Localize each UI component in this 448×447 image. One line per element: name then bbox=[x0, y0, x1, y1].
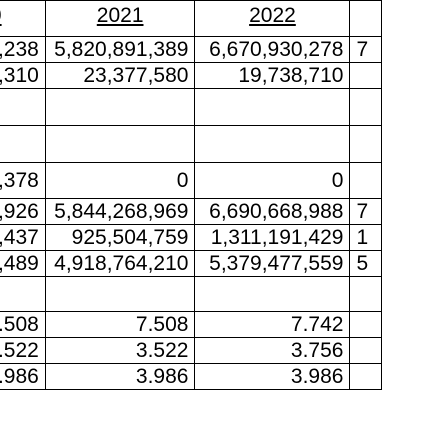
table-cell[interactable]: 5,820,891,389 bbox=[44, 36, 196, 63]
table-cell[interactable] bbox=[349, 276, 382, 312]
table-row bbox=[0, 88, 382, 126]
table-cell[interactable]: 1,311,191,429 bbox=[194, 224, 351, 251]
table-cell[interactable] bbox=[349, 337, 382, 364]
table-cell[interactable]: 5 bbox=[349, 250, 382, 277]
table-cell[interactable]: 4,918,764,210 bbox=[44, 250, 196, 277]
table-cell[interactable] bbox=[0, 125, 46, 163]
table-cell[interactable] bbox=[194, 125, 351, 163]
table-cell[interactable]: 1 bbox=[349, 224, 382, 251]
table-cell[interactable]: 16,378 bbox=[0, 162, 46, 199]
table-cell[interactable]: 74,310 bbox=[0, 62, 46, 89]
table-row: 21,238 5,820,891,389 6,670,930,278 7 bbox=[0, 36, 382, 63]
table-row: 54,489 4,918,764,210 5,379,477,559 5 bbox=[0, 250, 382, 277]
table-cell[interactable]: 0 bbox=[44, 162, 196, 199]
table-cell[interactable]: 7.742 bbox=[194, 311, 351, 338]
table-cell[interactable]: 19,738,710 bbox=[194, 62, 351, 89]
table-cell[interactable] bbox=[44, 276, 196, 312]
table-cell[interactable]: 3.756 bbox=[194, 337, 351, 364]
table-cell[interactable] bbox=[349, 162, 382, 199]
table-cell[interactable]: 5,844,268,969 bbox=[44, 198, 196, 225]
header-cell-next[interactable] bbox=[349, 0, 382, 37]
table-cell[interactable] bbox=[0, 88, 46, 126]
table-cell[interactable]: 3.986 bbox=[44, 363, 196, 390]
table-cell[interactable]: 11,926 bbox=[0, 198, 46, 225]
table-cell[interactable] bbox=[194, 276, 351, 312]
table-row: 11,926 5,844,268,969 6,690,668,988 7 bbox=[0, 198, 382, 225]
table-cell[interactable]: 7.508 bbox=[44, 311, 196, 338]
table-cell[interactable]: 925,504,759 bbox=[44, 224, 196, 251]
table-cell[interactable] bbox=[349, 125, 382, 163]
table-row bbox=[0, 276, 382, 312]
table-row: 74,310 23,377,580 19,738,710 bbox=[0, 62, 382, 89]
header-row: 20 2021 2022 bbox=[0, 0, 382, 37]
table-cell[interactable]: 57,437 bbox=[0, 224, 46, 251]
table-cell[interactable]: 21,238 bbox=[0, 36, 46, 63]
table-cell[interactable]: 3.986 bbox=[0, 363, 46, 390]
table-cell[interactable] bbox=[0, 276, 46, 312]
table-cell[interactable] bbox=[349, 88, 382, 126]
table-cell[interactable]: 54,489 bbox=[0, 250, 46, 277]
table-cell[interactable]: 7 bbox=[349, 36, 382, 63]
table-row: 16,378 0 0 bbox=[0, 162, 382, 199]
table-cell[interactable] bbox=[349, 311, 382, 338]
table-cell[interactable]: 7 bbox=[349, 198, 382, 225]
table-cell[interactable]: 3.986 bbox=[194, 363, 351, 390]
table-cell[interactable]: 6,690,668,988 bbox=[194, 198, 351, 225]
table-row: 7.508 7.508 7.742 bbox=[0, 311, 382, 338]
table-cell[interactable] bbox=[349, 363, 382, 390]
header-cell-2022[interactable]: 2022 bbox=[194, 0, 351, 37]
table-cell[interactable] bbox=[44, 88, 196, 126]
data-table: 20 2021 2022 21,238 5,820,891,389 6,670,… bbox=[0, 0, 382, 390]
header-cell-2020[interactable]: 20 bbox=[0, 0, 46, 37]
table-cell[interactable]: 23,377,580 bbox=[44, 62, 196, 89]
table-cell[interactable]: 5,379,477,559 bbox=[194, 250, 351, 277]
table-cell[interactable]: 3.522 bbox=[0, 337, 46, 364]
table-row: 3.986 3.986 3.986 bbox=[0, 363, 382, 390]
table-row: 57,437 925,504,759 1,311,191,429 1 bbox=[0, 224, 382, 251]
table-cell[interactable]: 6,670,930,278 bbox=[194, 36, 351, 63]
table-cell[interactable] bbox=[349, 62, 382, 89]
header-cell-2021[interactable]: 2021 bbox=[44, 0, 196, 37]
table-cell[interactable]: 7.508 bbox=[0, 311, 46, 338]
table-cell[interactable] bbox=[44, 125, 196, 163]
table-cell[interactable]: 0 bbox=[194, 162, 351, 199]
table-cell[interactable] bbox=[194, 88, 351, 126]
table-row bbox=[0, 125, 382, 163]
table-row: 3.522 3.522 3.756 bbox=[0, 337, 382, 364]
table-cell[interactable]: 3.522 bbox=[44, 337, 196, 364]
